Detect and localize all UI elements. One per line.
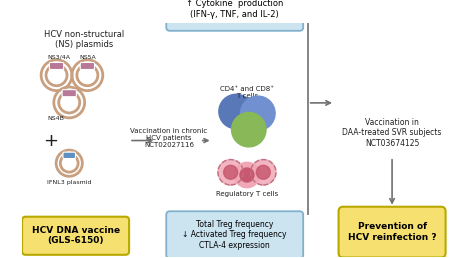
Circle shape (219, 94, 253, 129)
Circle shape (234, 162, 260, 188)
FancyBboxPatch shape (49, 62, 64, 69)
Text: Vaccination in
DAA-treated SVR subjects
NCT03674125: Vaccination in DAA-treated SVR subjects … (342, 118, 442, 148)
FancyBboxPatch shape (166, 0, 303, 31)
Text: Total Treg frequency
↓ Activated Treg frequency
CTLA-4 expression: Total Treg frequency ↓ Activated Treg fr… (182, 220, 287, 250)
Text: IFNL3 plasmid: IFNL3 plasmid (47, 180, 91, 186)
Circle shape (59, 92, 80, 113)
Text: NS4B: NS4B (47, 116, 64, 121)
Circle shape (54, 87, 85, 118)
Circle shape (46, 65, 67, 86)
FancyBboxPatch shape (62, 90, 76, 97)
Text: +: + (44, 132, 59, 150)
Circle shape (72, 60, 103, 91)
Circle shape (218, 160, 243, 185)
Text: NS3/4A: NS3/4A (47, 55, 71, 60)
Circle shape (224, 165, 237, 179)
Circle shape (41, 60, 72, 91)
Circle shape (77, 65, 98, 86)
Text: Regulatory T cells: Regulatory T cells (216, 191, 278, 197)
Circle shape (240, 168, 254, 182)
Text: CD4⁺ and CD8⁺
T cells: CD4⁺ and CD8⁺ T cells (220, 86, 274, 99)
Text: NS5A: NS5A (80, 55, 96, 60)
Text: Vaccination in chronic
HCV patients
NCT02027116: Vaccination in chronic HCV patients NCT0… (130, 128, 208, 148)
Text: ↑ Cytokine  production
(IFN-γ, TNF, and IL-2): ↑ Cytokine production (IFN-γ, TNF, and I… (186, 0, 283, 19)
Circle shape (232, 112, 266, 147)
Circle shape (56, 150, 82, 176)
Text: HCV non-structural
(NS) plasmids: HCV non-structural (NS) plasmids (44, 30, 124, 49)
FancyBboxPatch shape (80, 62, 94, 69)
Text: HCV DNA vaccine
(GLS-6150): HCV DNA vaccine (GLS-6150) (31, 226, 119, 245)
FancyBboxPatch shape (63, 152, 75, 158)
FancyBboxPatch shape (338, 207, 446, 257)
Circle shape (251, 160, 276, 185)
Circle shape (241, 96, 275, 131)
Circle shape (256, 165, 270, 179)
Text: Prevention of
HCV reinfection ?: Prevention of HCV reinfection ? (348, 222, 437, 242)
Circle shape (60, 154, 78, 172)
FancyBboxPatch shape (166, 211, 303, 258)
FancyBboxPatch shape (22, 217, 129, 255)
